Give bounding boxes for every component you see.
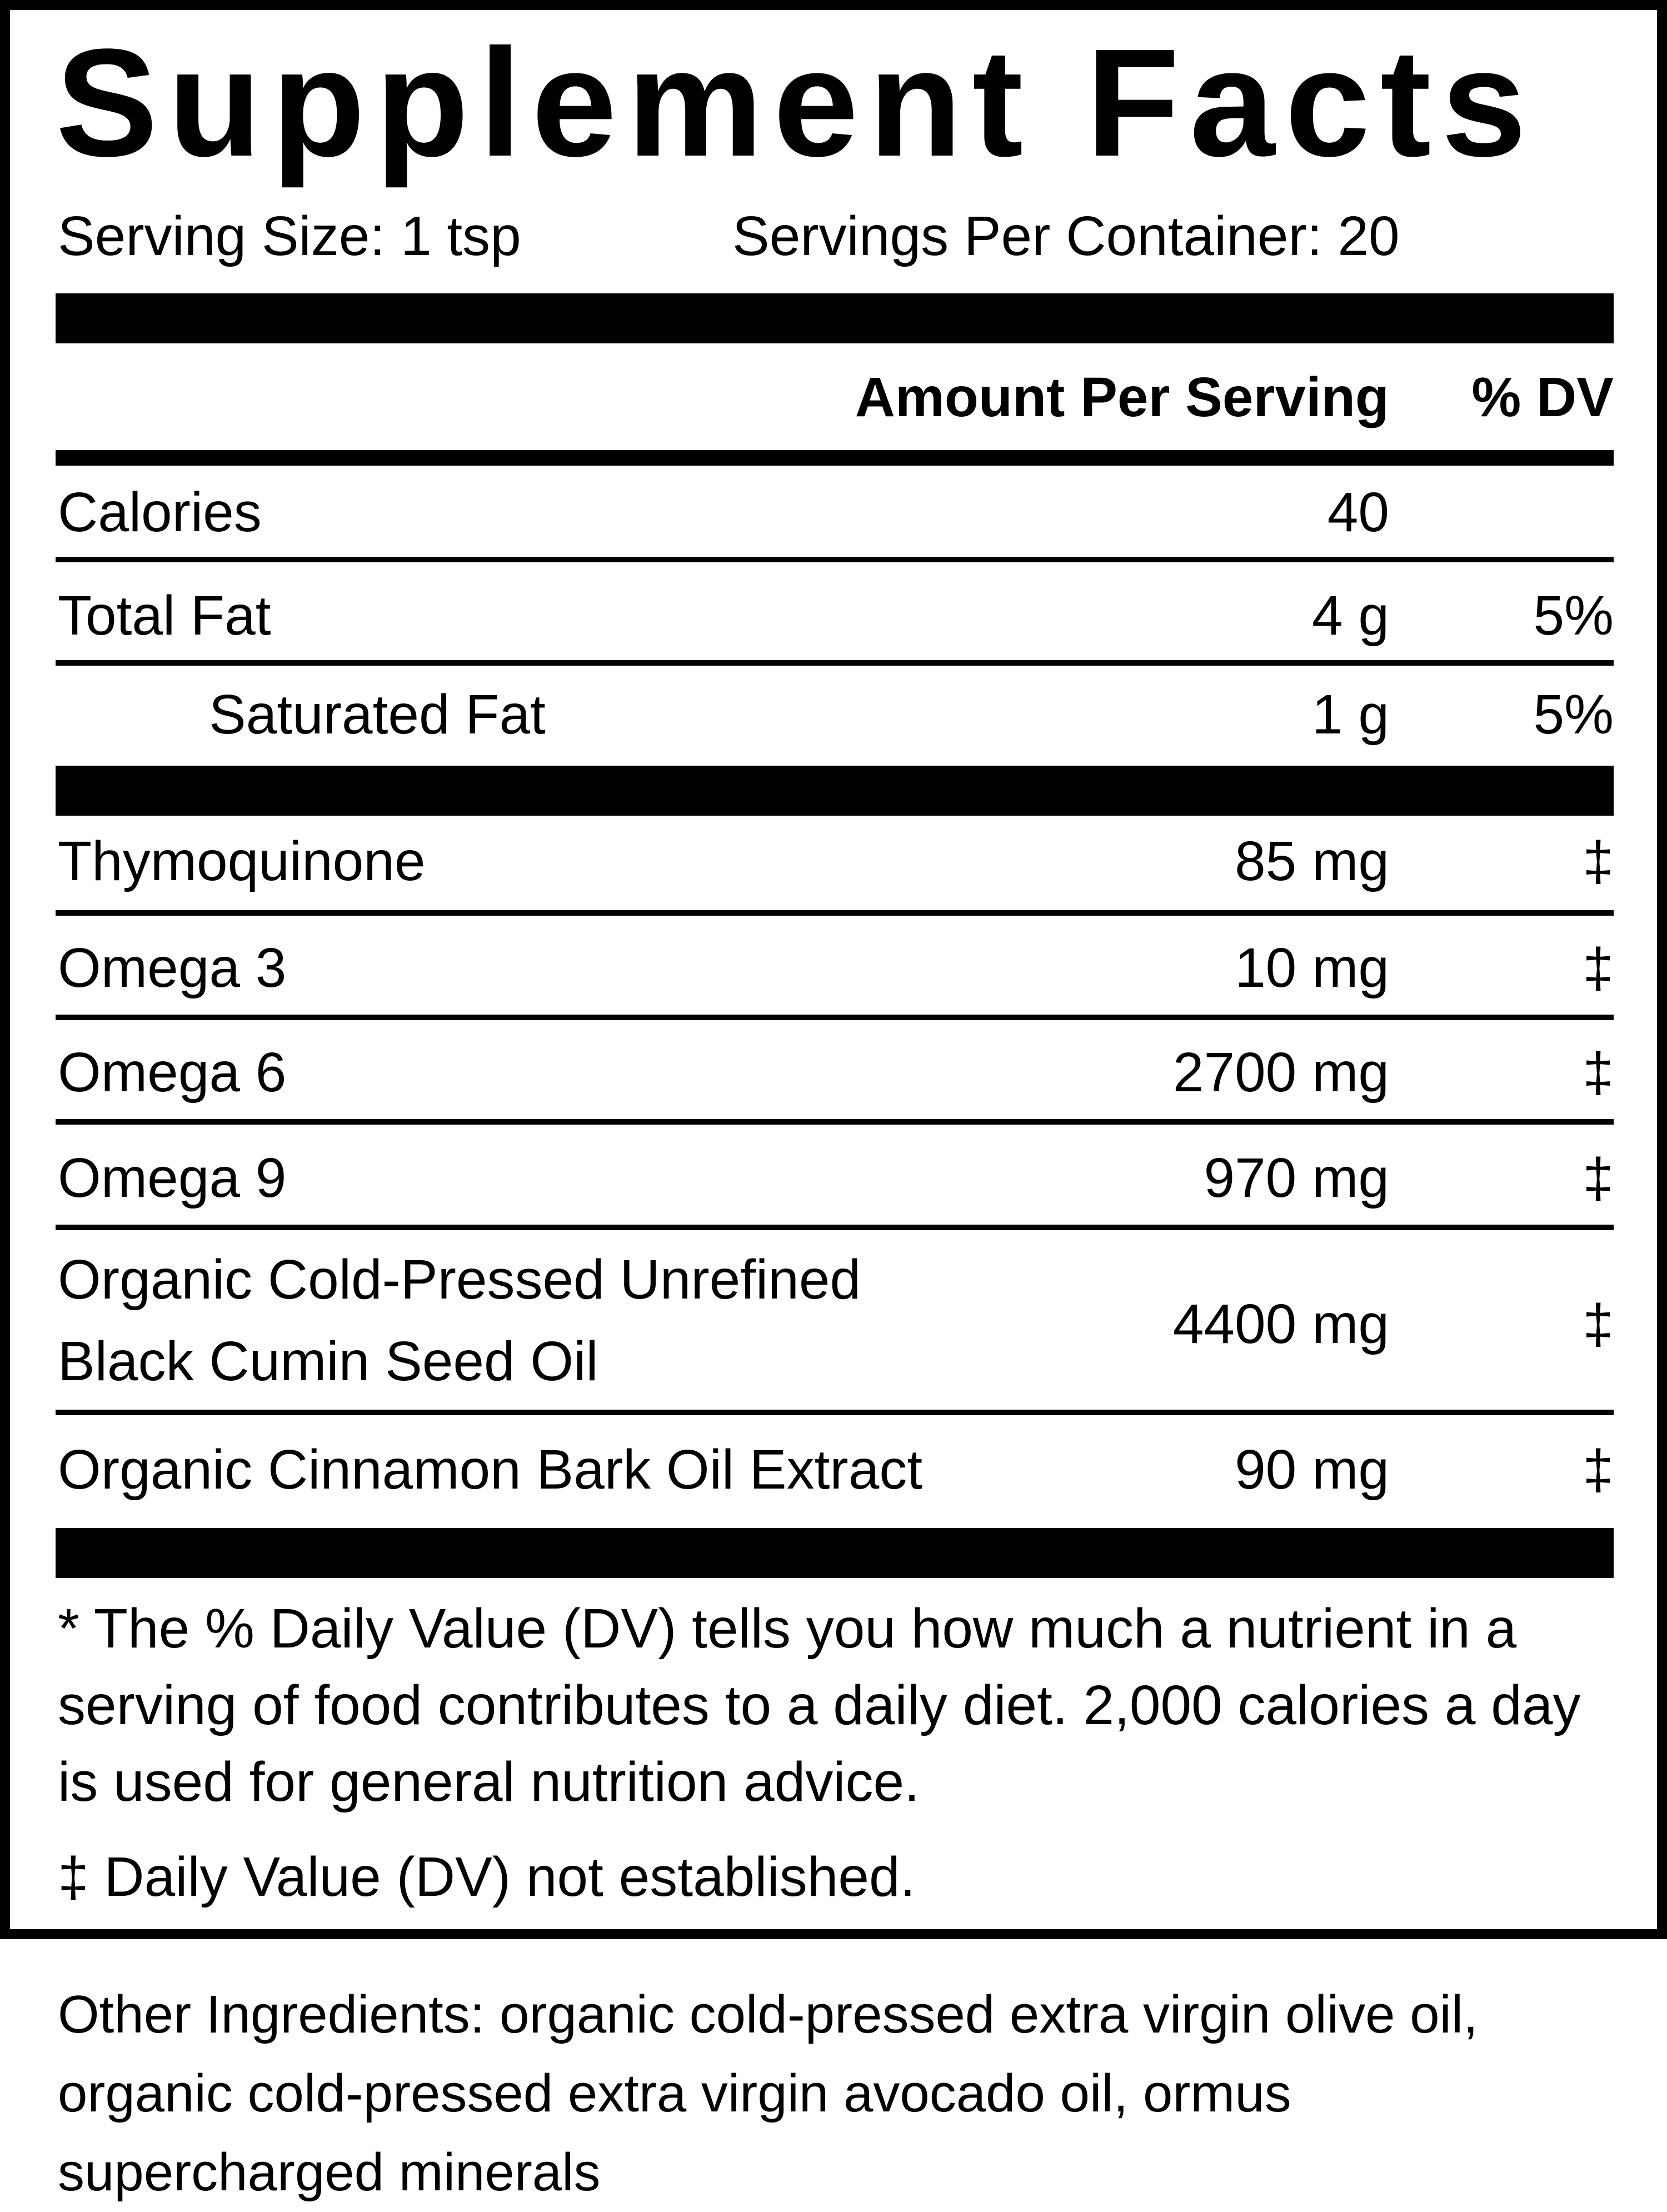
panel-title: Supplement Facts — [56, 17, 1537, 188]
row-divider — [56, 557, 1614, 562]
nutrient-dv: 5% — [1533, 683, 1614, 746]
divider-medium — [56, 450, 1614, 466]
nutrient-dv: ‡ — [1583, 1041, 1614, 1103]
row-divider — [56, 1015, 1614, 1020]
row-divider — [56, 1225, 1614, 1230]
nutrient-name-line1: Organic Cold-Pressed Unrefined — [58, 1249, 861, 1311]
nutrient-dv: 5% — [1533, 585, 1614, 647]
row-divider — [56, 660, 1614, 666]
row-divider — [56, 910, 1614, 916]
dv-footnote: * The % Daily Value (DV) tells you how m… — [58, 1597, 1581, 1813]
nutrient-amount: 90 mg — [1235, 1439, 1389, 1501]
nutrient-amount: 2700 mg — [1172, 1041, 1389, 1103]
divider-thick — [56, 293, 1614, 343]
nutrient-amount: 1 g — [1311, 683, 1389, 746]
dv-header: % DV — [1471, 366, 1614, 428]
nutrient-name: Omega 6 — [58, 1041, 287, 1103]
nutrient-name: Organic Cinnamon Bark Oil Extract — [58, 1439, 923, 1501]
nutrient-name: Omega 3 — [58, 937, 287, 999]
nutrient-dv: ‡ — [1583, 830, 1614, 892]
servings-per-container: Servings Per Container: 20 — [732, 205, 1400, 267]
nutrient-name: Saturated Fat — [209, 683, 546, 746]
serving-size: Serving Size: 1 tsp — [58, 205, 521, 267]
nutrient-name-line2: Black Cumin Seed Oil — [58, 1330, 598, 1392]
nutrient-amount: 40 — [1327, 481, 1389, 543]
row-divider — [56, 1119, 1614, 1125]
divider-thick — [56, 766, 1614, 816]
nutrient-name: Calories — [58, 481, 262, 543]
nutrient-dv: ‡ — [1583, 1293, 1614, 1355]
nutrient-name: Omega 9 — [58, 1147, 287, 1209]
dv-not-established-note: ‡ Daily Value (DV) not established. — [58, 1846, 916, 1908]
nutrient-amount: 4400 mg — [1172, 1293, 1389, 1355]
nutrient-amount: 10 mg — [1235, 937, 1389, 999]
other-ingredients: Other Ingredients: organic cold-pressed … — [58, 1985, 1478, 2202]
nutrient-dv: ‡ — [1583, 937, 1614, 999]
nutrient-amount: 4 g — [1311, 585, 1389, 647]
row-divider — [56, 1410, 1614, 1415]
divider-thick — [56, 1528, 1614, 1578]
nutrient-name: Thymoquinone — [58, 830, 426, 892]
nutrient-name: Total Fat — [58, 585, 271, 647]
nutrient-dv: ‡ — [1583, 1147, 1614, 1209]
nutrient-amount: 85 mg — [1235, 830, 1389, 892]
nutrient-amount: 970 mg — [1204, 1147, 1389, 1209]
nutrient-dv: ‡ — [1583, 1439, 1614, 1501]
amount-per-serving-header: Amount Per Serving — [855, 366, 1389, 428]
